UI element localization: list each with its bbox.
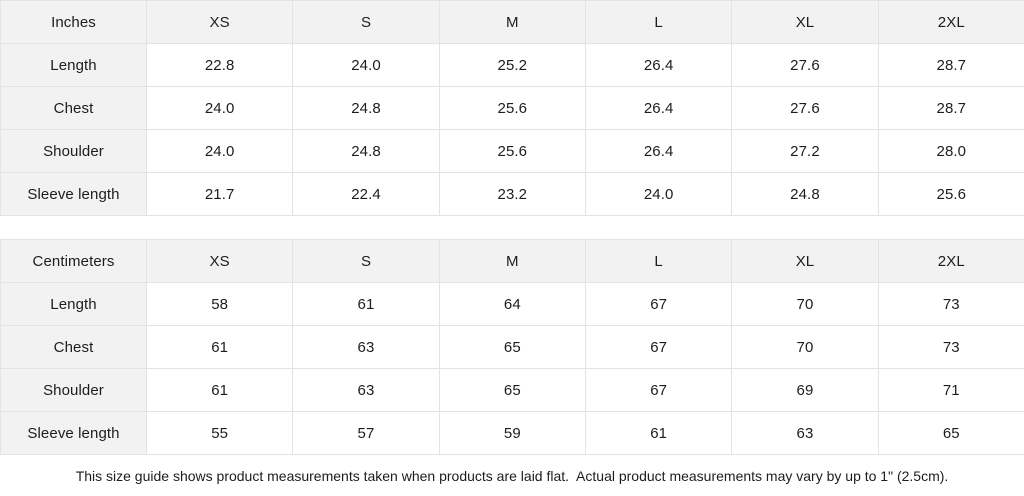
unit-header-cell: Inches <box>0 0 147 44</box>
row-label-cell: Chest <box>0 325 147 369</box>
measurement-cell: 27.6 <box>731 86 879 130</box>
measurement-cell: 25.6 <box>877 172 1024 216</box>
size-header-cell: 2XL <box>877 239 1024 283</box>
row-label-cell: Length <box>0 282 147 326</box>
measurement-cell: 63 <box>731 411 879 455</box>
measurement-cell: 57 <box>292 411 440 455</box>
measurement-cell: 65 <box>438 325 586 369</box>
measurement-cell: 59 <box>438 411 586 455</box>
inches-header-row: Inches XS S M L XL 2XL <box>0 0 1024 44</box>
measurement-cell: 26.4 <box>584 86 733 130</box>
measurement-cell: 21.7 <box>145 172 294 216</box>
measurement-cell: 26.4 <box>584 43 733 87</box>
measurement-cell: 61 <box>584 411 733 455</box>
size-header-cell: 2XL <box>877 0 1024 44</box>
size-header-cell: XL <box>731 0 879 44</box>
table-row: Sleeve length 21.7 22.4 23.2 24.0 24.8 2… <box>0 172 1024 216</box>
measurement-cell: 61 <box>145 325 294 369</box>
measurement-cell: 58 <box>145 282 294 326</box>
measurement-cell: 28.7 <box>877 86 1024 130</box>
table-row: Chest 61 63 65 67 70 73 <box>0 325 1024 369</box>
size-header-cell: XS <box>145 239 294 283</box>
measurement-cell: 61 <box>292 282 440 326</box>
measurement-cell: 24.8 <box>292 129 440 173</box>
table-row: Chest 24.0 24.8 25.6 26.4 27.6 28.7 <box>0 86 1024 130</box>
measurement-cell: 25.6 <box>438 129 586 173</box>
size-header-cell: M <box>438 239 586 283</box>
measurement-cell: 27.6 <box>731 43 879 87</box>
measurement-cell: 22.8 <box>145 43 294 87</box>
centimeters-header-row: Centimeters XS S M L XL 2XL <box>0 239 1024 283</box>
measurement-cell: 22.4 <box>292 172 440 216</box>
size-header-cell: M <box>438 0 586 44</box>
inches-size-table: Inches XS S M L XL 2XL Length 22.8 24.0 … <box>0 0 1024 216</box>
measurement-cell: 73 <box>877 282 1024 326</box>
table-row: Length 22.8 24.0 25.2 26.4 27.6 28.7 <box>0 43 1024 87</box>
measurement-cell: 65 <box>438 368 586 412</box>
measurement-cell: 27.2 <box>731 129 879 173</box>
measurement-cell: 24.8 <box>292 86 440 130</box>
row-label-cell: Chest <box>0 86 147 130</box>
measurement-cell: 24.8 <box>731 172 879 216</box>
centimeters-size-table: Centimeters XS S M L XL 2XL Length 58 61… <box>0 239 1024 455</box>
table-row: Length 58 61 64 67 70 73 <box>0 282 1024 326</box>
table-gap-divider <box>0 216 1024 239</box>
measurement-cell: 65 <box>877 411 1024 455</box>
measurement-cell: 70 <box>731 325 879 369</box>
size-header-cell: S <box>292 0 440 44</box>
measurement-cell: 24.0 <box>145 86 294 130</box>
measurement-cell: 24.0 <box>292 43 440 87</box>
size-header-cell: XS <box>145 0 294 44</box>
measurement-cell: 73 <box>877 325 1024 369</box>
measurement-cell: 67 <box>584 325 733 369</box>
table-row: Shoulder 24.0 24.8 25.6 26.4 27.2 28.0 <box>0 129 1024 173</box>
measurement-cell: 69 <box>731 368 879 412</box>
table-row: Sleeve length 55 57 59 61 63 65 <box>0 411 1024 455</box>
measurement-cell: 25.6 <box>438 86 586 130</box>
measurement-cell: 61 <box>145 368 294 412</box>
row-label-cell: Shoulder <box>0 129 147 173</box>
unit-header-cell: Centimeters <box>0 239 147 283</box>
measurement-cell: 26.4 <box>584 129 733 173</box>
size-header-cell: L <box>584 0 733 44</box>
measurement-cell: 63 <box>292 325 440 369</box>
measurement-cell: 71 <box>877 368 1024 412</box>
row-label-cell: Shoulder <box>0 368 147 412</box>
measurement-cell: 23.2 <box>438 172 586 216</box>
measurement-cell: 70 <box>731 282 879 326</box>
size-header-cell: XL <box>731 239 879 283</box>
measurement-cell: 24.0 <box>584 172 733 216</box>
measurement-cell: 67 <box>584 368 733 412</box>
row-label-cell: Length <box>0 43 147 87</box>
measurement-cell: 25.2 <box>438 43 586 87</box>
table-row: Shoulder 61 63 65 67 69 71 <box>0 368 1024 412</box>
size-guide-disclaimer: This size guide shows product measuremen… <box>0 455 1024 496</box>
row-label-cell: Sleeve length <box>0 411 147 455</box>
measurement-cell: 24.0 <box>145 129 294 173</box>
size-header-cell: L <box>584 239 733 283</box>
measurement-cell: 28.0 <box>877 129 1024 173</box>
measurement-cell: 63 <box>292 368 440 412</box>
measurement-cell: 28.7 <box>877 43 1024 87</box>
measurement-cell: 67 <box>584 282 733 326</box>
row-label-cell: Sleeve length <box>0 172 147 216</box>
measurement-cell: 64 <box>438 282 586 326</box>
measurement-cell: 55 <box>145 411 294 455</box>
size-header-cell: S <box>292 239 440 283</box>
